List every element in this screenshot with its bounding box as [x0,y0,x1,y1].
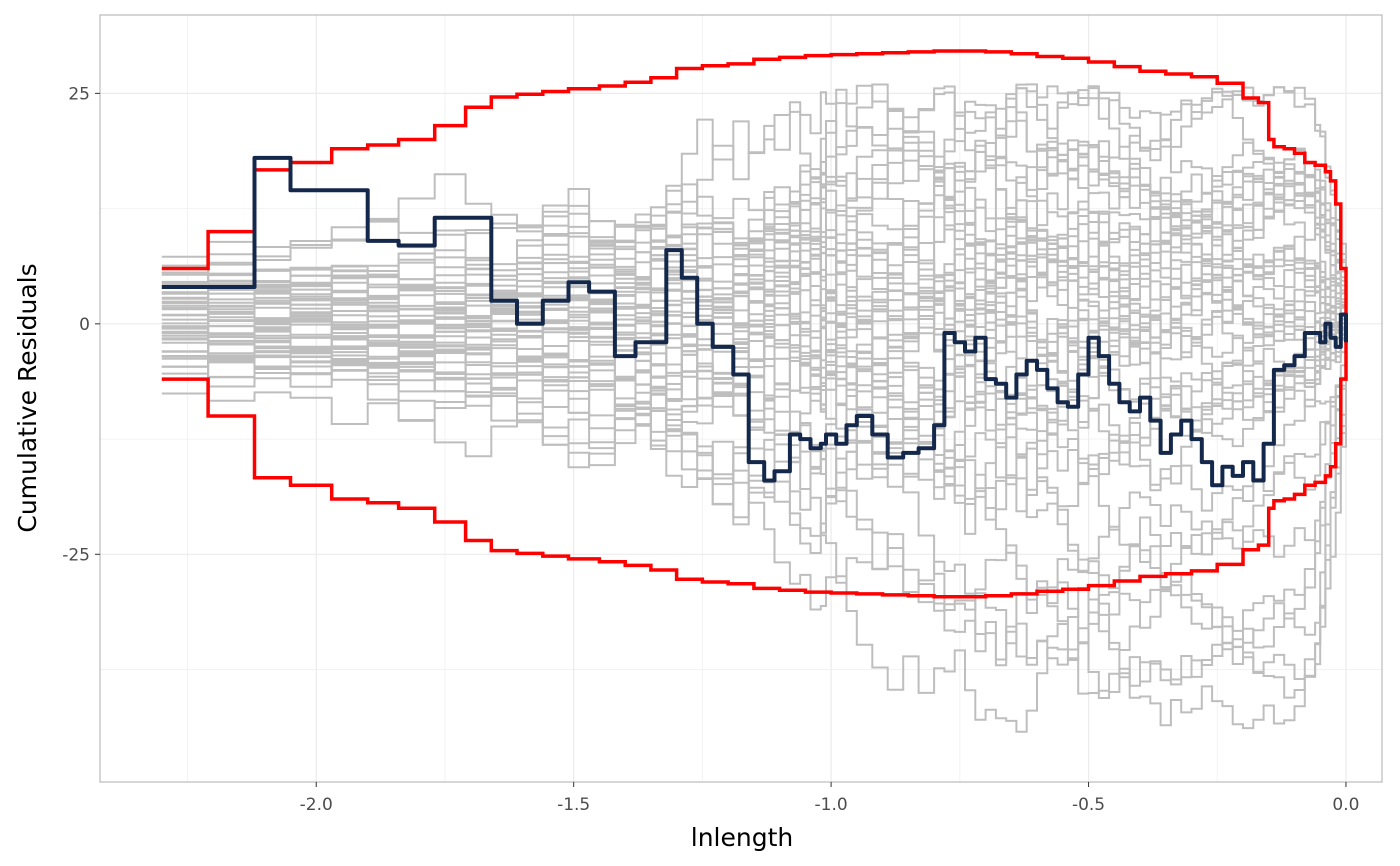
observed-line [161,155,1348,488]
y-axis-ticks: -25 0 25 [62,84,100,565]
simulated-path [161,234,1347,432]
envelope-lines [161,49,1348,599]
y-axis-title: Cumulative Residuals [13,263,42,532]
y-tick-label: -25 [62,545,90,565]
x-tick-label: -1.5 [557,795,590,815]
observed-path [161,155,1348,488]
panel-border [99,14,1383,783]
x-tick-label: 0.0 [1332,795,1359,815]
x-tick-label: -1.0 [815,795,848,815]
simulated-path [161,271,1347,409]
simulated-path [161,168,1347,330]
simulated-path [161,305,1347,680]
simulated-path [161,266,1347,632]
simulated-path [161,97,1347,336]
simulated-path [161,102,1347,345]
simulated-path [161,345,1347,733]
x-axis-title: lnlength [691,823,793,852]
y-tick-label: 25 [68,84,90,104]
simulated-path [161,150,1347,358]
x-tick-label: -2.0 [300,795,333,815]
x-axis-ticks: -2.0 -1.5 -1.0 -0.5 0.0 [300,782,1359,815]
simulated-path [161,306,1347,730]
envelope-upper-line [161,49,1348,324]
simulated-paths [161,83,1347,733]
simulated-path [161,111,1347,356]
y-tick-label: 0 [79,315,90,335]
envelope-lower-line [161,323,1348,599]
x-tick-label: -0.5 [1072,795,1105,815]
simulated-path [161,149,1347,381]
